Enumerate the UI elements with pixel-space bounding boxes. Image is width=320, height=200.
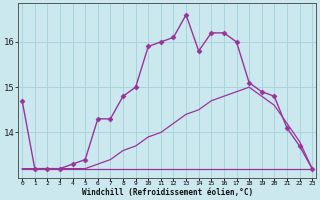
X-axis label: Windchill (Refroidissement éolien,°C): Windchill (Refroidissement éolien,°C) (82, 188, 253, 197)
